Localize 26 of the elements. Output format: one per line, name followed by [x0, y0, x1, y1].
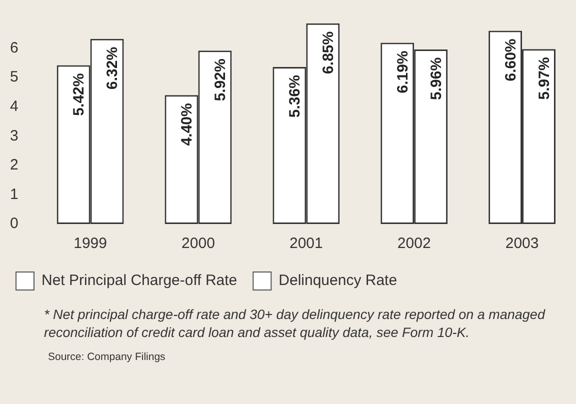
data-label: 5.97%: [536, 57, 553, 100]
data-label: 6.85%: [320, 31, 338, 74]
y-tick-label: 2: [10, 156, 18, 174]
data-label: 5.36%: [286, 75, 304, 118]
text: * Net principal charge-off rate and 30+ day delinquency rate reported on a managed reconciliation of credit card loan and asset quality data, see Form 10-K.: [44, 306, 546, 342]
x-tick-label: 2001: [289, 235, 323, 252]
y-tick-label: 6: [10, 39, 18, 56]
data-label: 5.42%: [70, 73, 88, 116]
source-note: Source: Company Filings: [48, 350, 166, 365]
y-tick-label: 3: [10, 127, 18, 144]
x-tick-label: 2000: [182, 235, 215, 252]
y-tick-label: 1: [10, 186, 18, 203]
y-tick-label: 0: [10, 215, 18, 232]
data-label: 5.96%: [428, 57, 445, 100]
legend-label: Delinquency Rate: [278, 272, 398, 290]
data-label: 6.60%: [502, 38, 520, 82]
legend-label: Net Principal Charge-off Rate: [42, 272, 238, 290]
data-label: 6.32%: [104, 46, 122, 90]
y-tick-label: 4: [10, 98, 18, 115]
data-label: 4.40%: [178, 103, 196, 146]
x-tick-label: 2003: [505, 235, 539, 252]
y-tick-label: 5: [10, 68, 18, 86]
x-tick-label: 2002: [397, 235, 431, 252]
x-tick-label: 1999: [74, 235, 107, 252]
data-label: 6.19%: [394, 50, 412, 94]
data-label: 5.92%: [212, 58, 230, 102]
